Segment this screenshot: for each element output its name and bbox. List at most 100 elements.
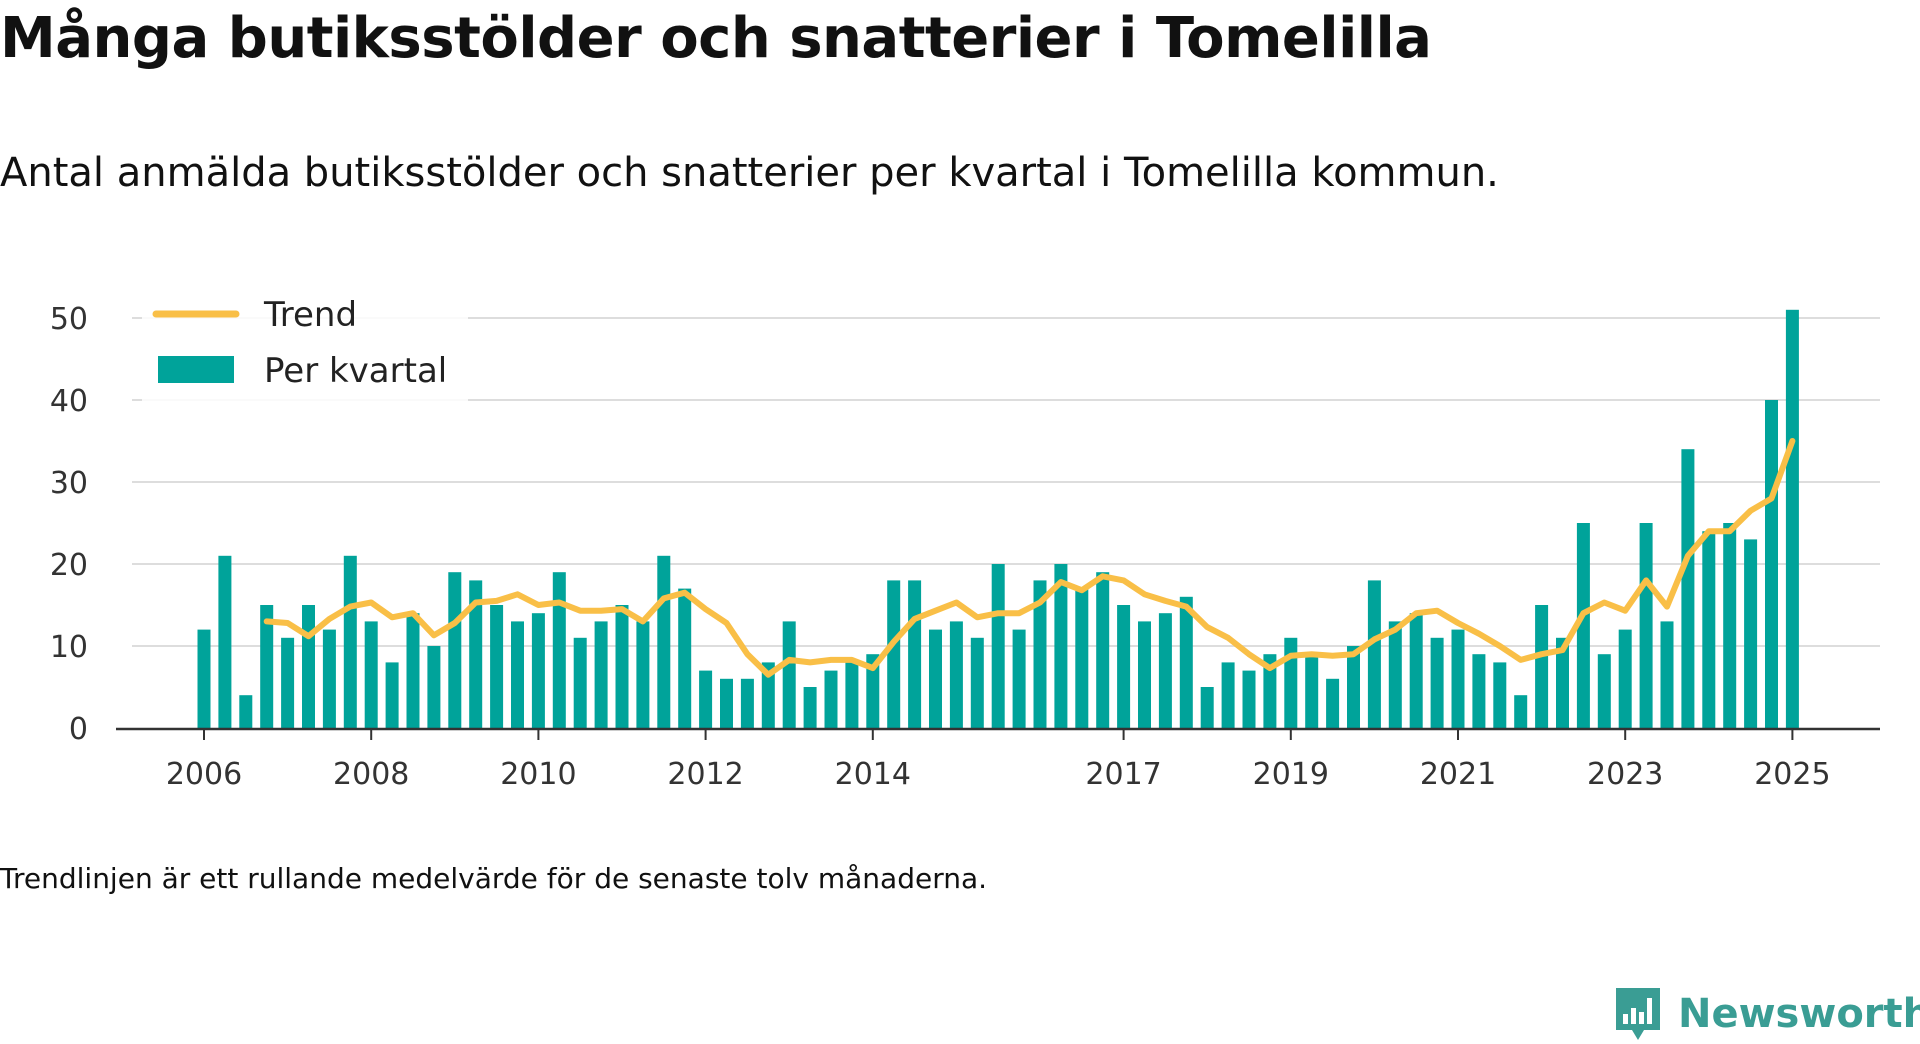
bar xyxy=(636,621,650,728)
bar xyxy=(1765,400,1778,728)
bar xyxy=(991,564,1005,728)
bar xyxy=(761,662,775,728)
bar xyxy=(1723,523,1737,728)
bar xyxy=(448,572,462,728)
trend-line xyxy=(263,438,1796,678)
x-tick-label: 2008 xyxy=(333,757,409,792)
brand-logo: Newsworthy xyxy=(1612,984,1920,1044)
bar xyxy=(218,555,232,728)
bar xyxy=(782,621,796,728)
y-tick-label: 40 xyxy=(50,384,88,419)
newsworthy-bar-chart-icon xyxy=(1616,988,1660,1040)
y-tick-label: 30 xyxy=(50,466,88,501)
bar xyxy=(1576,523,1590,728)
bar xyxy=(824,670,838,728)
bar xyxy=(1305,654,1319,728)
bar xyxy=(385,662,399,728)
bar xyxy=(343,555,357,728)
bar xyxy=(1054,564,1068,728)
bar xyxy=(406,613,420,728)
x-axis-ticks: 2006 2008 2010 2012 2014 2017 2019 2021 2023 2025 xyxy=(166,728,1831,792)
bar xyxy=(1179,596,1193,728)
bar xyxy=(1367,580,1381,728)
bar xyxy=(281,637,295,728)
bar xyxy=(803,687,817,728)
bar xyxy=(1388,621,1402,728)
bar xyxy=(302,605,315,728)
x-tick-label: 2010 xyxy=(500,757,576,792)
bar xyxy=(1347,646,1360,728)
bar xyxy=(1263,654,1277,728)
bar xyxy=(511,621,524,728)
x-tick-label: 2012 xyxy=(667,757,743,792)
y-tick-label: 50 xyxy=(50,302,88,337)
bar xyxy=(929,629,942,728)
bar xyxy=(573,637,587,728)
bar xyxy=(740,678,754,728)
bar xyxy=(887,580,901,728)
bar xyxy=(1096,572,1110,728)
chart: 0 10 20 30 40 50 2006 2008 2010 2012 2014 2017 2019… xyxy=(49,288,1880,792)
bar xyxy=(1200,687,1214,728)
bar xyxy=(469,580,483,728)
bar xyxy=(720,678,733,728)
bar xyxy=(615,605,629,728)
bar xyxy=(699,670,713,728)
bar xyxy=(1681,449,1695,728)
bar xyxy=(197,629,211,728)
x-tick-label: 2021 xyxy=(1420,757,1496,792)
bar-series xyxy=(197,309,1799,728)
bar xyxy=(1242,670,1256,728)
bar xyxy=(364,621,378,728)
bar xyxy=(1514,695,1528,728)
bar xyxy=(1660,621,1674,728)
bar xyxy=(1618,629,1632,728)
bar xyxy=(427,646,441,728)
y-axis-ticks: 0 10 20 30 40 50 xyxy=(50,302,88,747)
bar xyxy=(1158,613,1172,728)
brand-name: Newsworthy xyxy=(1678,991,1920,1037)
bar xyxy=(1472,654,1486,728)
bar xyxy=(1430,637,1444,728)
x-tick-label: 2023 xyxy=(1587,757,1663,792)
bar xyxy=(657,555,671,728)
x-tick-label: 2014 xyxy=(835,757,911,792)
y-tick-label: 10 xyxy=(50,630,88,665)
bar xyxy=(908,580,922,728)
bar xyxy=(1117,605,1131,728)
bar xyxy=(845,662,859,728)
bar xyxy=(1702,531,1716,728)
trend-series xyxy=(263,438,1796,678)
bar xyxy=(1451,629,1465,728)
x-tick-label: 2019 xyxy=(1253,757,1329,792)
bar xyxy=(1221,662,1235,728)
bar xyxy=(1326,678,1340,728)
y-tick-label: 0 xyxy=(69,712,88,747)
chart-title: Många butiksstölder och snatterier i Tom… xyxy=(0,6,1432,71)
bar xyxy=(490,605,504,728)
bar xyxy=(1409,613,1423,728)
legend-bar-label: Per kvartal xyxy=(264,351,447,391)
chart-subtitle: Antal anmälda butiksstölder och snatteri… xyxy=(0,150,1499,196)
bar xyxy=(1744,539,1758,728)
bar xyxy=(1493,662,1507,728)
bar xyxy=(1639,523,1653,728)
chart-footnote: Trendlinjen är ett rullande medelvärde f… xyxy=(0,862,988,895)
legend: Trend Per kvartal xyxy=(142,288,468,406)
bar xyxy=(1535,605,1549,728)
x-tick-label: 2017 xyxy=(1085,757,1161,792)
bar xyxy=(1033,580,1047,728)
bar xyxy=(949,621,963,728)
bar xyxy=(239,695,253,728)
bar xyxy=(678,588,692,728)
bar xyxy=(1597,654,1611,728)
bar xyxy=(1785,309,1799,728)
bar xyxy=(1556,637,1569,728)
bar xyxy=(1138,621,1151,728)
bar xyxy=(866,654,880,728)
bar xyxy=(1012,629,1026,728)
bar xyxy=(1284,637,1298,728)
legend-trend-label: Trend xyxy=(263,295,357,335)
legend-bar-swatch xyxy=(158,356,234,383)
legend-background xyxy=(142,288,468,406)
